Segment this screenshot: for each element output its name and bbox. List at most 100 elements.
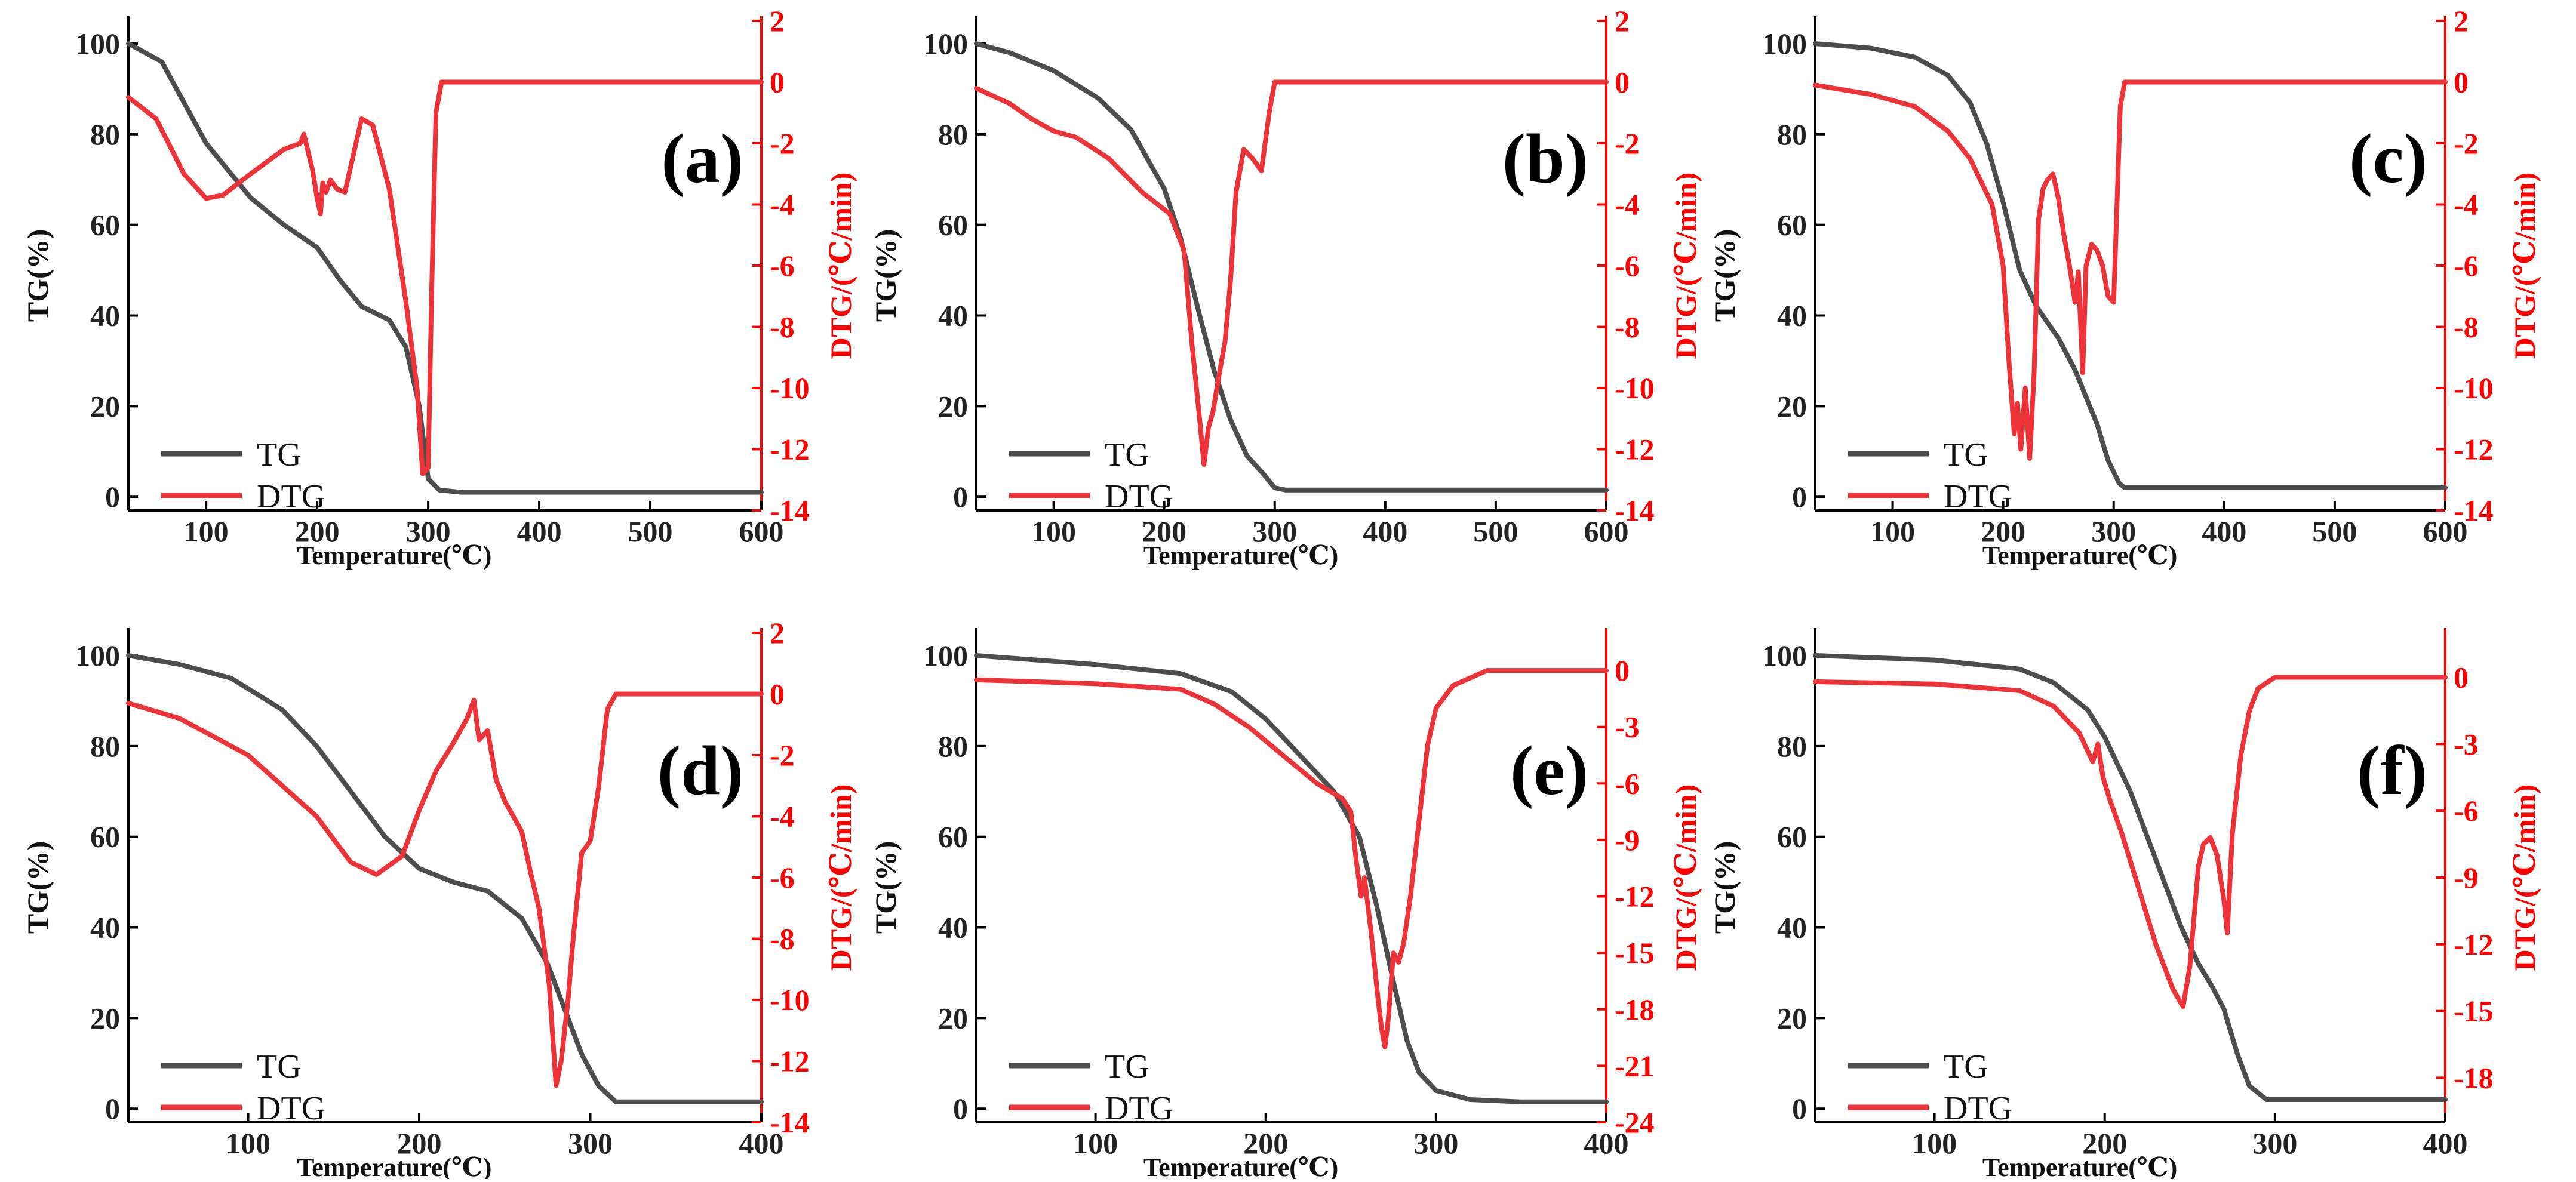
y2-tick-label: -10 xyxy=(2454,371,2494,405)
x-tick-label: 600 xyxy=(1584,515,1629,548)
y-tick-label: 100 xyxy=(923,639,968,672)
x-tick-label: 300 xyxy=(2091,515,2136,548)
x-tick-label: 500 xyxy=(1473,515,1518,548)
x-tick-label: 200 xyxy=(1981,515,2025,548)
chart-panel-5: 100 200 300 400 0 20 40 60 80 100 0 -3 -6 -9 -12 -15 -18… xyxy=(869,628,1702,1182)
y2-tick-label: -15 xyxy=(2454,995,2494,1028)
y2-tick-label: -12 xyxy=(1615,880,1655,913)
y-tick-label: 40 xyxy=(1777,299,1807,333)
y-tick-label: 80 xyxy=(1777,118,1807,151)
panel-label: (d) xyxy=(657,731,743,809)
y2-tick-label: -24 xyxy=(1615,1106,1655,1139)
x-tick-label: 200 xyxy=(295,515,340,548)
x-tick-label: 200 xyxy=(1142,515,1186,548)
x-tick-label: 100 xyxy=(1031,515,1076,548)
y2-tick-label: -3 xyxy=(2454,727,2479,761)
y2-axis-title: DTG/(℃/min) xyxy=(1669,173,1702,359)
y-tick-label: 80 xyxy=(938,729,968,763)
y2-tick-label: 0 xyxy=(2454,66,2469,99)
y-tick-label: 0 xyxy=(953,1092,968,1125)
y2-tick-label: -14 xyxy=(2454,494,2494,527)
y2-tick-label: -4 xyxy=(770,188,795,221)
y-tick-label: 40 xyxy=(90,911,120,944)
y2-tick-label: 0 xyxy=(1615,654,1630,687)
y2-tick-label: -14 xyxy=(770,494,810,527)
y2-tick-label: -2 xyxy=(1615,127,1640,160)
y2-tick-label: 0 xyxy=(2454,661,2469,694)
chart-panel-4: 100 200 300 40002040608010020-2-4-6-8-10-12… xyxy=(21,616,857,1182)
legend-label-tg: TG xyxy=(1944,436,1988,473)
series-line-dtg xyxy=(974,668,1609,1049)
y2-tick-label: -2 xyxy=(2454,127,2479,160)
y-tick-label: 0 xyxy=(1792,480,1807,513)
series-line-tg xyxy=(126,653,764,1104)
x-tick-label: 200 xyxy=(397,1126,442,1160)
y2-tick-label: -9 xyxy=(1615,823,1640,857)
chart-panel-1: 100 200 300 400 500 60002040608010020-2-4-6-8… xyxy=(21,4,857,570)
y2-tick-label: -8 xyxy=(1615,310,1640,344)
y2-axis-title: DTG/(℃/min) xyxy=(824,784,857,971)
y2-tick-label: -8 xyxy=(2454,310,2479,344)
y-tick-label: 0 xyxy=(105,1092,120,1125)
x-tick-label: 400 xyxy=(1363,515,1407,548)
y2-tick-label: -10 xyxy=(770,983,810,1017)
x-tick-label: 400 xyxy=(1584,1126,1629,1160)
legend-label-dtg: DTG xyxy=(1105,1090,1173,1127)
legend-label-tg: TG xyxy=(1105,1048,1149,1085)
y-axis-title: TG(%) xyxy=(21,229,54,322)
y-tick-label: 100 xyxy=(75,27,120,60)
panel-label: (f) xyxy=(2357,731,2427,809)
x-tick-label: 300 xyxy=(568,1126,613,1160)
x-tick-label: 100 xyxy=(184,515,229,548)
y-tick-label: 60 xyxy=(90,208,120,242)
x-tick-label: 300 xyxy=(2252,1126,2297,1160)
series-line-tg xyxy=(974,41,1609,492)
y-tick-label: 60 xyxy=(1777,820,1807,854)
x-tick-label: 100 xyxy=(1912,1126,1957,1160)
y2-tick-label: -18 xyxy=(2454,1061,2494,1094)
chart-panel-6: 100 200 300 400 0 20 40 60 80 100 0 -3 -6 -9 -12 -15 -18… xyxy=(1708,628,2541,1182)
series-line-dtg xyxy=(974,79,1609,467)
y2-axis-title: DTG/(℃/min) xyxy=(824,173,857,359)
panel-label: (c) xyxy=(2349,119,2427,198)
legend-label-dtg: DTG xyxy=(257,478,325,515)
y-tick-label: 60 xyxy=(938,208,968,242)
legend-label-tg: TG xyxy=(257,1048,302,1085)
y2-tick-label: 2 xyxy=(2454,4,2469,38)
x-tick-label: 400 xyxy=(2423,1126,2468,1160)
x-tick-label: 200 xyxy=(2082,1126,2127,1160)
y2-tick-label: -4 xyxy=(770,800,795,833)
y-tick-label: 80 xyxy=(938,118,968,151)
series-line-tg xyxy=(1813,653,2448,1102)
y2-tick-label: -4 xyxy=(1615,188,1640,221)
y2-axis-title: DTG/(℃/min) xyxy=(2508,173,2541,359)
y-tick-label: 100 xyxy=(75,639,120,672)
y2-tick-label: -12 xyxy=(2454,433,2494,466)
y2-tick-label: -12 xyxy=(1615,433,1655,466)
y2-tick-label: -6 xyxy=(1615,767,1640,800)
y2-tick-label: -9 xyxy=(2454,861,2479,894)
y2-tick-label: -12 xyxy=(770,1045,810,1078)
y-tick-label: 0 xyxy=(953,480,968,513)
x-tick-label: 600 xyxy=(2423,515,2468,548)
y-tick-label: 20 xyxy=(938,1001,968,1035)
x-tick-label: 600 xyxy=(739,515,784,548)
y2-tick-label: -10 xyxy=(1615,371,1655,405)
y-tick-label: 20 xyxy=(90,389,120,423)
y-tick-label: 80 xyxy=(90,729,120,763)
x-axis-title: Temperature(℃) xyxy=(297,541,491,570)
series-line-dtg xyxy=(126,79,764,476)
x-axis-title: Temperature(℃) xyxy=(1982,541,2177,570)
y2-tick-label: -6 xyxy=(2454,249,2479,282)
series-line-tg xyxy=(1813,41,2448,490)
series-line-dtg xyxy=(1813,675,2448,1009)
legend-label-dtg: DTG xyxy=(1105,478,1173,515)
panel-label: (b) xyxy=(1502,119,1588,198)
y-tick-label: 40 xyxy=(1777,911,1807,944)
y-tick-label: 60 xyxy=(1777,208,1807,242)
y2-tick-label: -15 xyxy=(1615,936,1655,969)
x-tick-label: 400 xyxy=(2202,515,2246,548)
y2-tick-label: -6 xyxy=(770,861,795,894)
y2-axis-title: DTG/(℃/min) xyxy=(1669,784,1702,971)
